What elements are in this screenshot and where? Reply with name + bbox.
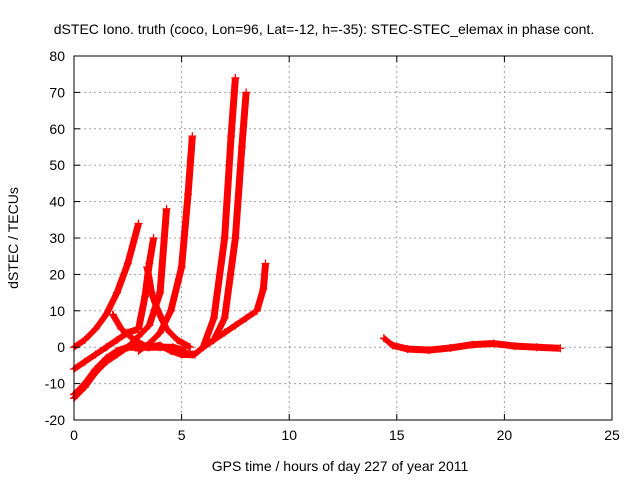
data-point bbox=[134, 346, 143, 355]
data-point bbox=[80, 335, 89, 344]
series-arc bbox=[190, 88, 251, 359]
data-point bbox=[209, 335, 218, 344]
y-tick-label: 10 bbox=[49, 303, 65, 319]
data-point bbox=[231, 321, 240, 330]
data-point bbox=[91, 325, 100, 333]
data-point bbox=[242, 314, 251, 323]
data-point bbox=[425, 346, 434, 355]
x-tick-label: 10 bbox=[281, 427, 297, 443]
x-tick-label: 0 bbox=[70, 427, 78, 443]
series-arc bbox=[379, 334, 565, 355]
data-point bbox=[220, 314, 229, 323]
y-tick-label: -10 bbox=[45, 376, 65, 392]
data-point bbox=[446, 343, 455, 352]
data-point bbox=[468, 340, 477, 349]
data-point bbox=[143, 263, 152, 272]
x-tick-label: 15 bbox=[389, 427, 405, 443]
data-point-markers bbox=[191, 90, 250, 358]
y-tick-label: 0 bbox=[57, 339, 65, 355]
data-point bbox=[489, 339, 498, 348]
y-axis-label: dSTEC / TECUs bbox=[5, 187, 21, 289]
data-point bbox=[145, 339, 154, 348]
x-axis-label: GPS time / hours of day 227 of year 2011 bbox=[212, 458, 469, 474]
data-point bbox=[388, 341, 397, 350]
data-point bbox=[173, 335, 182, 344]
data-point bbox=[220, 234, 229, 242]
data-point bbox=[91, 365, 100, 374]
data-point bbox=[190, 350, 199, 359]
data-point bbox=[242, 88, 251, 97]
data-point bbox=[149, 234, 158, 242]
data-point bbox=[188, 132, 197, 141]
y-tick-label: 30 bbox=[49, 230, 65, 246]
data-point bbox=[134, 219, 143, 228]
data-point bbox=[134, 325, 143, 333]
data-point bbox=[156, 288, 165, 297]
data-point bbox=[237, 143, 246, 151]
data-point bbox=[252, 306, 261, 315]
data-point bbox=[184, 190, 193, 199]
data-point bbox=[130, 335, 139, 344]
y-tick-label: 60 bbox=[49, 121, 65, 137]
data-point bbox=[166, 306, 175, 315]
data-point bbox=[227, 132, 236, 141]
ticks: 0 5 10 15 20 25 -20 -10 0 10 20 30 40 50 60 70 80 bbox=[45, 48, 620, 443]
data-point bbox=[113, 288, 122, 297]
data-point bbox=[80, 379, 89, 388]
data-point bbox=[209, 314, 218, 323]
data-point bbox=[162, 204, 171, 213]
chart-title: dSTEC Iono. truth (coco, Lon=96, Lat=-12… bbox=[54, 21, 594, 37]
y-tick-label: 50 bbox=[49, 157, 65, 173]
data-point bbox=[123, 343, 132, 352]
y-tick-label: 70 bbox=[49, 84, 65, 100]
series-arc bbox=[186, 73, 240, 359]
data-point bbox=[153, 306, 162, 315]
data-point bbox=[113, 346, 122, 355]
data-point bbox=[80, 357, 89, 366]
series-arc bbox=[134, 132, 197, 355]
data-point bbox=[147, 288, 156, 297]
data-point bbox=[532, 343, 541, 352]
data-point bbox=[231, 73, 240, 82]
x-tick-label: 25 bbox=[604, 427, 620, 443]
data-point bbox=[113, 335, 122, 344]
data-point-markers bbox=[186, 75, 239, 358]
data-point bbox=[102, 343, 111, 352]
data-series bbox=[70, 73, 565, 403]
data-point bbox=[556, 344, 565, 353]
data-point bbox=[379, 334, 388, 343]
data-point bbox=[123, 259, 132, 268]
data-point bbox=[141, 292, 150, 301]
x-tick-label: 5 bbox=[178, 427, 186, 443]
data-point bbox=[145, 321, 154, 330]
data-point bbox=[156, 343, 165, 352]
y-tick-label: -20 bbox=[45, 412, 65, 428]
data-point bbox=[117, 325, 126, 333]
data-point bbox=[91, 350, 100, 359]
data-point bbox=[231, 234, 240, 242]
data-point bbox=[177, 263, 186, 272]
y-tick-label: 20 bbox=[49, 266, 65, 282]
series-arc bbox=[199, 259, 270, 352]
y-tick-label: 80 bbox=[49, 48, 65, 64]
data-point bbox=[156, 328, 165, 337]
data-point bbox=[220, 328, 229, 337]
data-point bbox=[259, 284, 268, 293]
data-point bbox=[261, 259, 270, 268]
data-point bbox=[102, 354, 111, 363]
data-point bbox=[108, 310, 117, 319]
data-point bbox=[511, 342, 520, 351]
data-point bbox=[199, 343, 208, 352]
data-point bbox=[168, 343, 177, 352]
data-point bbox=[403, 345, 412, 354]
data-point bbox=[186, 343, 195, 352]
x-tick-label: 20 bbox=[497, 427, 513, 443]
y-tick-label: 40 bbox=[49, 194, 65, 210]
